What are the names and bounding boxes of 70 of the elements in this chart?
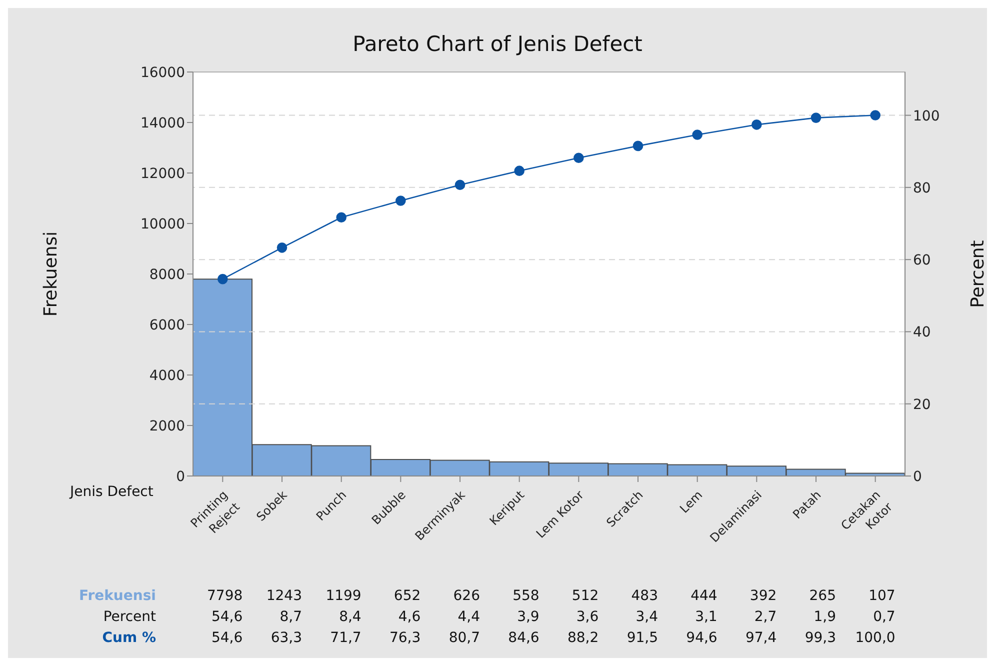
data-label: 7798 [206, 588, 243, 604]
y2-tick-label: 40 [913, 324, 931, 341]
data-label: 483 [630, 588, 658, 604]
text: 8,7 [278, 609, 302, 625]
data-label: 1243 [265, 588, 302, 604]
text: 3,4 [634, 609, 658, 625]
point [514, 166, 524, 176]
data-label: 91,5 [626, 630, 658, 646]
text: Frekuensi [78, 588, 156, 604]
y-axis-title: Frekuensi [40, 231, 62, 317]
data-label: 84,6 [507, 630, 540, 646]
text: 3,9 [516, 609, 540, 625]
text: 3,6 [575, 609, 599, 625]
data-label: 265 [808, 588, 836, 604]
y-tick-label: 14000 [140, 115, 185, 132]
point [810, 112, 822, 123]
point [752, 120, 762, 130]
point [692, 130, 702, 140]
y-tick-label: 16000 [140, 64, 185, 81]
data-label: 76,3 [388, 630, 421, 646]
y2-tick-label: 0 [913, 468, 922, 485]
text: 4,6 [397, 609, 421, 625]
data-label: 107 [868, 588, 896, 604]
y-tick-label: 4000 [149, 368, 185, 384]
data-label: 444 [690, 588, 718, 604]
text: 0,7 [872, 609, 896, 625]
point [574, 152, 584, 163]
data-label: 54,6 [210, 630, 243, 646]
y-tick-label: 12000 [140, 166, 185, 182]
point [218, 274, 228, 284]
data-label: 97,4 [744, 630, 777, 646]
chart-title: Pareto Chart of Jenis Defect [352, 32, 644, 56]
data-label: 88,2 [566, 630, 599, 646]
text: 4,4 [456, 609, 480, 625]
x-axis-title: Jenis Defect [70, 484, 154, 500]
text: Percent [102, 609, 156, 625]
point [396, 196, 406, 206]
point [870, 110, 880, 120]
data-label: 63,3 [270, 630, 302, 646]
data-label: 80,7 [448, 630, 480, 646]
point [276, 242, 288, 253]
data-label: 626 [452, 588, 480, 604]
y2-axis-title: Percent [967, 240, 988, 308]
data-label: 512 [570, 588, 599, 604]
data-label: 392 [748, 588, 777, 604]
point [336, 212, 346, 223]
y-tick-label: 6000 [149, 317, 185, 334]
text: 1,9 [812, 609, 836, 625]
y2-tick-label: 20 [913, 396, 931, 413]
text: 2,7 [753, 609, 777, 625]
data-label: 94,6 [685, 630, 718, 646]
text: 3,1 [694, 609, 718, 625]
y-tick-label: 10000 [140, 216, 185, 232]
text: Cum % [101, 630, 156, 646]
point [632, 140, 644, 152]
y2-tick-label: 60 [913, 252, 931, 269]
y-tick-label: 0 [176, 468, 185, 485]
data-label: 1199 [324, 588, 362, 604]
data-label: 71,7 [329, 630, 362, 646]
data-label: 99,3 [804, 630, 836, 646]
data-label: 100,0 [854, 630, 896, 646]
y-tick-label: 2000 [149, 418, 185, 434]
text: 54,6 [210, 609, 243, 625]
text: 8,4 [338, 609, 362, 625]
point [454, 180, 466, 190]
data-label: 558 [512, 588, 540, 604]
y2-tick-label: 80 [913, 180, 931, 196]
y-tick-label: 8000 [149, 266, 185, 283]
data-label: 652 [392, 588, 421, 604]
y2-tick-label: 100 [913, 108, 940, 124]
